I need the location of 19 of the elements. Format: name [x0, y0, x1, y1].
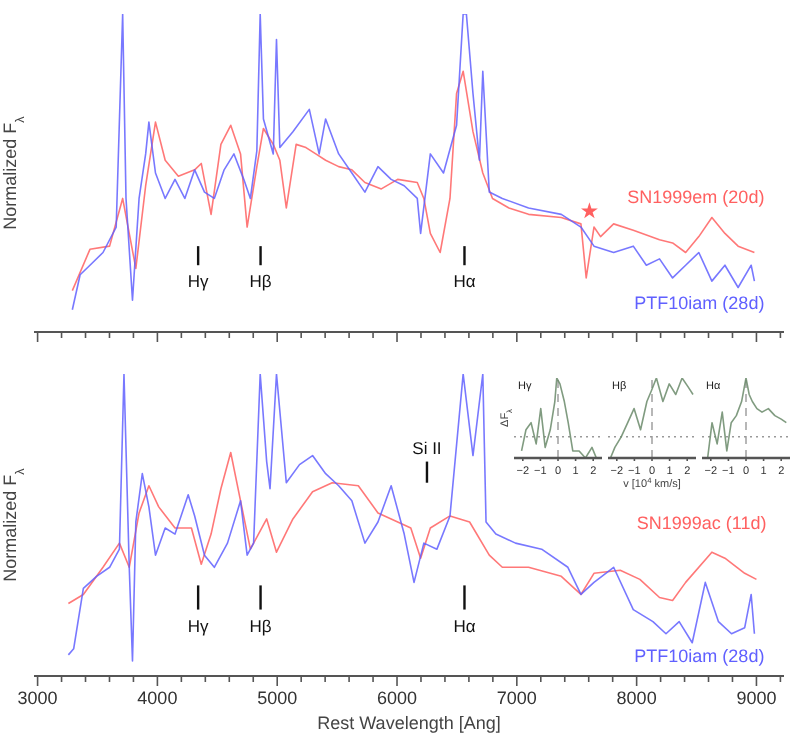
ref-line-label: Si II	[412, 437, 442, 458]
ref-line-label: Hβ	[249, 615, 272, 636]
x-tick-label: 9000	[736, 688, 777, 709]
ref-line-label: Hγ	[187, 615, 211, 636]
x-tick-label: 4000	[137, 688, 178, 709]
series-label: PTF10iam (28d)	[634, 645, 765, 666]
ref-line-label: Hγ	[187, 271, 211, 292]
x-tick-label: 5000	[257, 688, 298, 709]
x-tick-label: 3000	[17, 688, 58, 709]
ref-line-label: Hα	[453, 615, 476, 636]
x-axis-title: Rest Wavelength [Ang]	[317, 713, 501, 734]
ref-line-label: Hβ	[249, 271, 272, 292]
ref-line-label: Hα	[453, 271, 476, 292]
x-tick-label: 6000	[376, 688, 418, 709]
series-label: PTF10iam (28d)	[634, 293, 765, 314]
x-tick-label: 8000	[616, 688, 657, 709]
series-label: SN1999em (20d)	[627, 186, 765, 207]
series-label: SN1999ac (11d)	[636, 513, 767, 534]
x-tick-label: 7000	[496, 688, 537, 709]
